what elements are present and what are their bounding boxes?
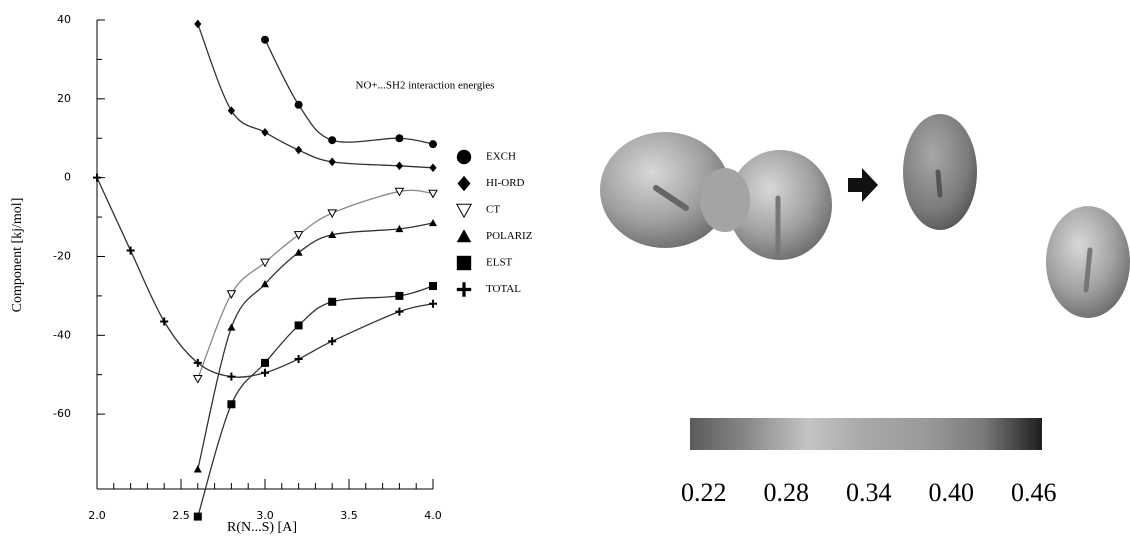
legend-label: EXCH bbox=[486, 151, 516, 163]
figure: -60-40-20020402.02.53.03.54.0NO+...SH2 i… bbox=[0, 0, 1130, 538]
colorbar-tick-label: 0.40 bbox=[929, 478, 975, 507]
y-tick-label: 20 bbox=[57, 92, 71, 105]
marker bbox=[395, 292, 403, 300]
marker bbox=[194, 513, 202, 521]
marker bbox=[261, 359, 269, 367]
marker bbox=[295, 321, 303, 329]
marker bbox=[261, 36, 269, 44]
marker bbox=[328, 210, 336, 217]
marker bbox=[227, 323, 235, 330]
marker bbox=[295, 249, 303, 256]
legend-label: CT bbox=[486, 204, 500, 216]
series-line bbox=[198, 223, 433, 469]
colorbar-tick-label: 0.34 bbox=[846, 478, 892, 507]
marker bbox=[261, 369, 269, 377]
colorbar-tick-label: 0.46 bbox=[1011, 478, 1057, 507]
y-tick-label: 0 bbox=[64, 171, 71, 184]
y-tick-label: 40 bbox=[57, 13, 71, 26]
y-axis-label: Component [kj/mol] bbox=[10, 198, 25, 313]
marker bbox=[160, 318, 168, 326]
marker bbox=[295, 232, 303, 239]
marker bbox=[227, 400, 235, 408]
colorbar bbox=[690, 418, 1042, 450]
marker bbox=[194, 465, 202, 472]
marker bbox=[127, 247, 135, 255]
marker bbox=[429, 163, 436, 172]
marker bbox=[429, 140, 437, 148]
legend-marker bbox=[457, 256, 471, 270]
x-tick-label: 2.0 bbox=[88, 509, 106, 522]
marker bbox=[429, 219, 437, 226]
marker bbox=[93, 174, 101, 182]
marker bbox=[261, 128, 268, 137]
legend-label: HI-ORD bbox=[486, 177, 525, 189]
x-tick-label: 3.5 bbox=[340, 509, 358, 522]
series-line bbox=[265, 40, 433, 144]
legend-label: TOTAL bbox=[486, 283, 521, 295]
marker bbox=[328, 136, 336, 144]
marker bbox=[395, 308, 403, 316]
marker bbox=[395, 134, 403, 142]
surface bbox=[700, 168, 750, 232]
x-axis-label: R(N...S) [A] bbox=[227, 520, 297, 535]
legend-label: ELST bbox=[486, 257, 513, 269]
marker bbox=[329, 158, 336, 167]
legend-marker bbox=[457, 204, 471, 217]
y-tick-label: -60 bbox=[53, 407, 71, 420]
marker bbox=[429, 300, 437, 308]
marker bbox=[396, 162, 403, 171]
molecule-images bbox=[600, 114, 1130, 318]
series-line bbox=[198, 24, 433, 168]
y-tick-label: -20 bbox=[53, 249, 71, 262]
marker bbox=[194, 20, 201, 29]
legend-label: POLARIZ bbox=[486, 230, 533, 242]
colorbar-tick-label: 0.28 bbox=[764, 478, 810, 507]
marker bbox=[227, 373, 235, 381]
bond bbox=[938, 172, 940, 195]
marker bbox=[429, 282, 437, 290]
chart-title: NO+...SH2 interaction energies bbox=[356, 80, 495, 92]
marker bbox=[295, 101, 303, 109]
marker bbox=[328, 337, 336, 345]
legend-marker bbox=[457, 229, 471, 242]
marker bbox=[429, 190, 437, 197]
marker bbox=[328, 298, 336, 306]
x-tick-label: 2.5 bbox=[172, 509, 190, 522]
marker bbox=[194, 375, 202, 382]
series-line bbox=[97, 178, 433, 378]
legend-marker bbox=[458, 176, 471, 192]
marker bbox=[295, 355, 303, 363]
marker bbox=[227, 291, 235, 298]
arrow bbox=[848, 168, 878, 202]
y-tick-label: -40 bbox=[53, 328, 71, 341]
legend-marker bbox=[457, 282, 471, 296]
colorbar-tick-label: 0.22 bbox=[681, 478, 727, 507]
x-tick-label: 4.0 bbox=[424, 509, 442, 522]
legend-marker bbox=[457, 150, 471, 164]
marker bbox=[295, 146, 302, 155]
